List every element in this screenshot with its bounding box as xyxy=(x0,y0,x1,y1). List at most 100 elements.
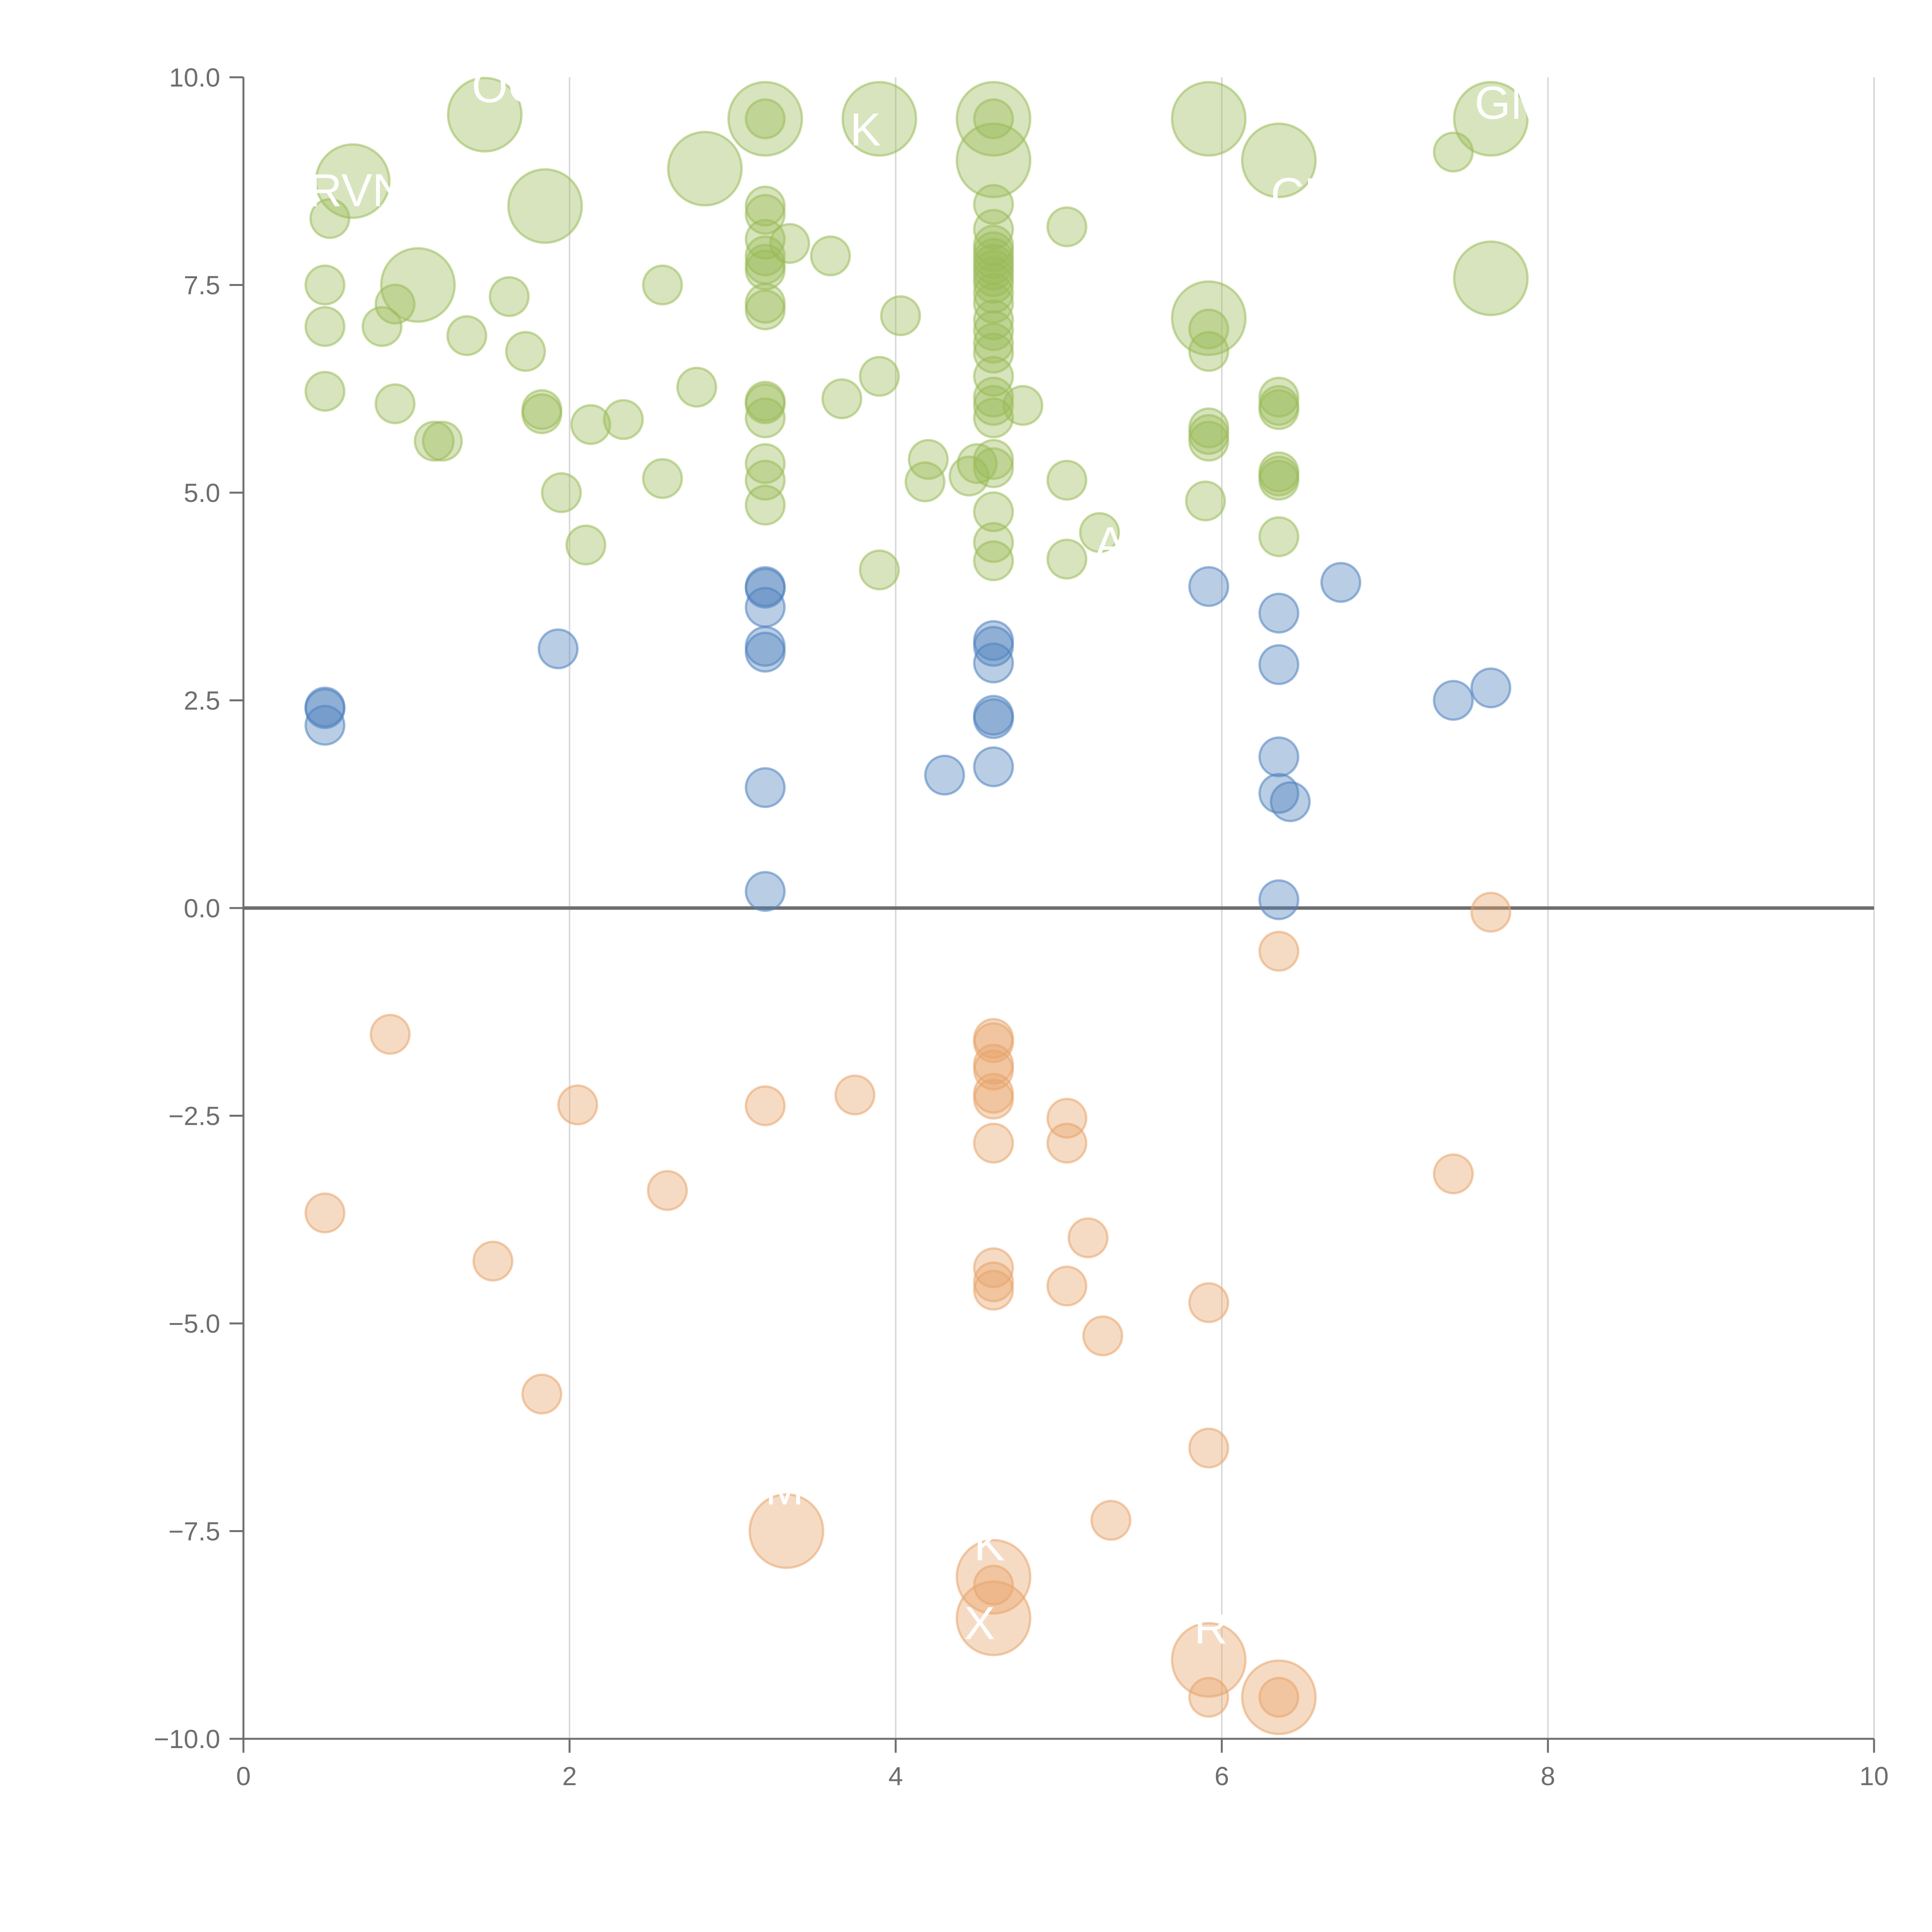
point-annotation: A xyxy=(1095,517,1126,569)
x-tick-label: 6 xyxy=(1214,1762,1229,1791)
data-point-near-zero xyxy=(1258,592,1299,634)
data-point-near-zero xyxy=(304,688,345,729)
data-point-positive xyxy=(1002,385,1044,426)
large-data-point-positive xyxy=(667,131,743,207)
point-annotation: K xyxy=(974,1519,1005,1570)
point-annotation: M xyxy=(765,1463,804,1515)
data-point-positive xyxy=(745,194,786,235)
data-point-near-zero xyxy=(745,587,786,628)
data-point-positive xyxy=(1046,459,1088,501)
large-data-point-negative xyxy=(1171,1622,1247,1698)
data-point-positive xyxy=(304,306,345,347)
data-point-positive xyxy=(1046,539,1088,580)
large-data-point-positive xyxy=(315,143,391,219)
data-point-negative xyxy=(304,1192,345,1234)
y-tick-label: 10.0 xyxy=(169,63,220,92)
data-point-negative xyxy=(1188,1427,1230,1469)
data-point-positive xyxy=(745,485,786,526)
data-point-negative xyxy=(369,1014,411,1055)
y-tick-label: 5.0 xyxy=(184,478,220,508)
data-point-positive xyxy=(1079,512,1120,553)
x-tick-label: 0 xyxy=(236,1762,251,1791)
data-point-positive xyxy=(745,397,786,439)
data-point-positive xyxy=(745,249,786,291)
data-point-positive xyxy=(1188,420,1230,462)
x-tick-label: 8 xyxy=(1541,1762,1555,1791)
point-annotation: CE xyxy=(1271,168,1335,220)
data-point-positive xyxy=(859,356,900,397)
large-data-point-positive xyxy=(1241,122,1317,198)
data-point-positive xyxy=(304,264,345,306)
large-data-point-positive xyxy=(1171,280,1247,356)
data-point-positive xyxy=(973,310,1014,351)
data-point-positive xyxy=(973,540,1014,582)
large-data-point-positive xyxy=(1171,81,1247,157)
y-tick-label: 7.5 xyxy=(184,271,220,300)
data-point-near-zero xyxy=(1470,667,1512,709)
data-point-positive xyxy=(1188,308,1230,350)
x-tick-label: 10 xyxy=(1859,1762,1889,1791)
data-point-near-zero xyxy=(745,631,786,673)
data-point-negative xyxy=(521,1373,563,1415)
y-tick-label: −7.5 xyxy=(168,1517,220,1546)
data-point-near-zero xyxy=(745,871,786,912)
data-point-negative xyxy=(973,1565,1014,1606)
point-annotation: RVN xyxy=(309,164,406,216)
large-data-point-negative xyxy=(956,1580,1032,1656)
data-point-near-zero xyxy=(973,626,1014,667)
data-point-positive xyxy=(908,439,949,480)
data-point-positive xyxy=(1185,480,1226,522)
data-point-negative xyxy=(1046,1097,1088,1139)
data-point-negative xyxy=(1258,930,1299,972)
data-point-positive xyxy=(745,98,786,139)
data-point-positive xyxy=(973,447,1014,488)
data-point-positive xyxy=(603,399,644,440)
point-annotation: R xyxy=(1194,1602,1228,1653)
data-point-positive xyxy=(374,283,416,325)
data-point-near-zero xyxy=(924,755,965,796)
data-point-positive xyxy=(973,323,1014,364)
data-point-positive xyxy=(810,235,851,277)
data-point-near-zero xyxy=(1258,879,1299,920)
large-data-point-positive xyxy=(1453,81,1529,157)
large-data-point-negative xyxy=(748,1493,825,1569)
data-point-positive xyxy=(488,276,530,317)
data-point-near-zero xyxy=(1258,736,1299,777)
data-point-positive xyxy=(880,295,921,337)
data-point-near-zero xyxy=(1320,562,1362,603)
data-point-positive xyxy=(1258,516,1299,557)
large-data-point-negative xyxy=(1241,1659,1317,1735)
data-point-positive xyxy=(1258,459,1299,501)
data-points xyxy=(304,77,1529,1735)
data-point-positive xyxy=(973,299,1014,340)
y-tick-label: −2.5 xyxy=(168,1102,220,1131)
axes: 0 2 4 6 8 10 10.0 7.5 5.0 2.5 0.0 −2.5 −5.0 −7.5 −10.0 xyxy=(154,63,1889,1791)
data-point-negative xyxy=(1046,1265,1088,1307)
data-point-negative xyxy=(1090,1500,1132,1541)
point-annotation: X xyxy=(964,1597,995,1649)
x-tick-label: 2 xyxy=(562,1762,577,1791)
data-point-negative xyxy=(973,1122,1014,1164)
data-point-negative xyxy=(834,1074,876,1116)
data-point-negative xyxy=(973,1247,1014,1288)
data-point-negative xyxy=(973,1078,1014,1120)
data-point-negative xyxy=(1067,1217,1109,1259)
data-point-positive xyxy=(745,383,786,424)
data-point-positive xyxy=(361,306,403,347)
point-annotation: K xyxy=(850,104,881,155)
data-point-positive xyxy=(745,289,786,330)
data-point-positive xyxy=(676,366,718,408)
y-tick-label: 0.0 xyxy=(184,894,220,923)
data-point-negative xyxy=(1433,1153,1474,1194)
point-annotation: C xyxy=(1062,333,1095,385)
data-point-positive xyxy=(745,459,786,501)
data-point-positive xyxy=(973,98,1014,139)
large-data-point-positive xyxy=(841,81,917,157)
large-data-point-positive xyxy=(507,168,583,244)
data-point-positive xyxy=(505,331,546,372)
data-point-negative xyxy=(973,1270,1014,1311)
data-point-near-zero xyxy=(973,642,1014,684)
data-point-positive xyxy=(642,458,683,499)
